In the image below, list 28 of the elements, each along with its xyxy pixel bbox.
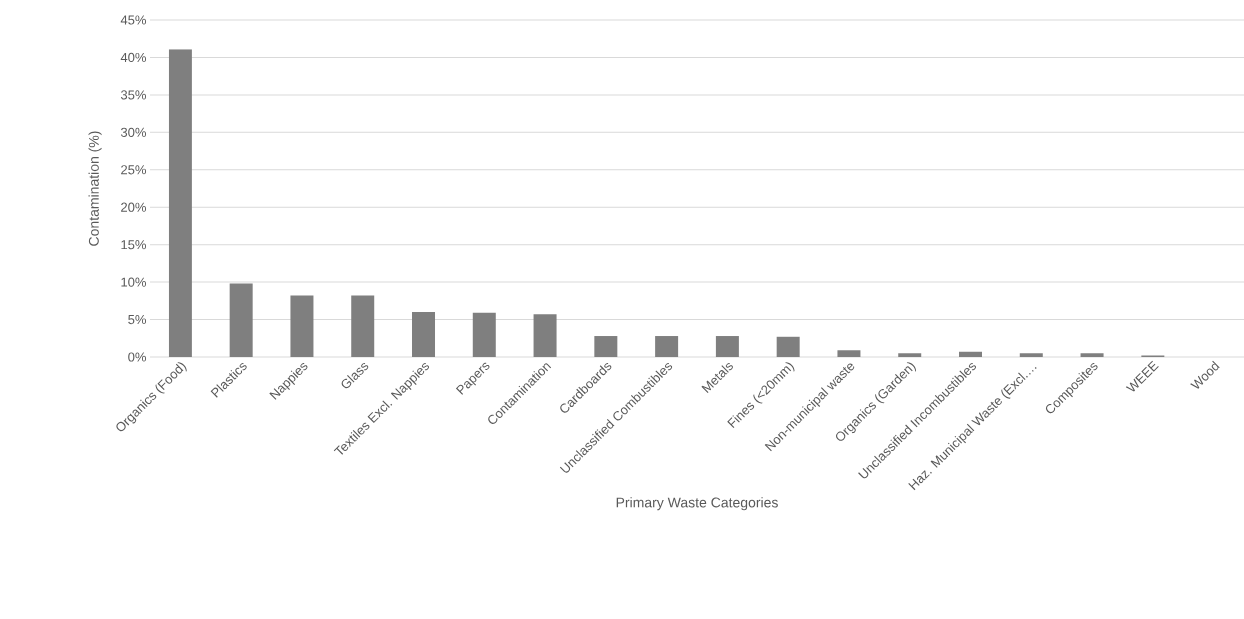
bar bbox=[290, 295, 314, 357]
bar bbox=[655, 336, 679, 357]
x-axis-title: Primary Waste Categories bbox=[616, 497, 778, 511]
y-axis-title: Contamination (%) bbox=[88, 131, 102, 246]
bar bbox=[168, 49, 192, 357]
y-tick-label: 35% bbox=[120, 90, 147, 100]
bar bbox=[898, 353, 922, 357]
y-tick-label: 10% bbox=[121, 277, 147, 287]
y-tick-label: 15% bbox=[121, 240, 147, 250]
bar bbox=[959, 351, 982, 357]
bar bbox=[594, 336, 618, 357]
bar bbox=[533, 314, 557, 357]
bar bbox=[472, 312, 496, 357]
y-tick-label: 5% bbox=[128, 314, 147, 325]
y-tick-label: 45% bbox=[120, 15, 147, 25]
bar bbox=[1019, 353, 1043, 357]
bar bbox=[776, 336, 800, 357]
y-tick-label: 20% bbox=[121, 202, 147, 212]
y-tick-label: 40% bbox=[120, 52, 147, 63]
bar bbox=[715, 336, 739, 357]
bar bbox=[1080, 353, 1104, 357]
y-tick-label: 0% bbox=[128, 352, 147, 362]
y-tick-label: 25% bbox=[121, 165, 147, 175]
bar bbox=[229, 283, 253, 357]
bar bbox=[412, 312, 436, 357]
bar bbox=[351, 295, 375, 357]
y-tick-label: 30% bbox=[120, 127, 147, 137]
bar bbox=[837, 350, 861, 357]
